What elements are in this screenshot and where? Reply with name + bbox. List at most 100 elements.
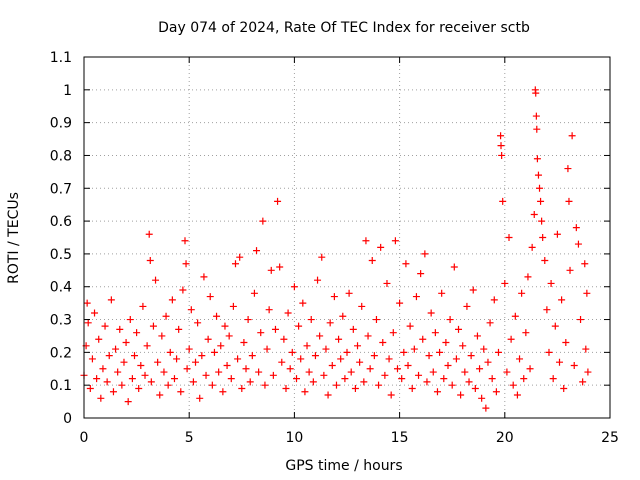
data-point <box>503 368 511 376</box>
data-point <box>492 388 500 396</box>
data-point <box>400 348 408 356</box>
data-point <box>185 345 193 353</box>
data-point <box>259 217 267 225</box>
data-point <box>263 345 271 353</box>
y-tick-label: 0.9 <box>50 116 72 132</box>
data-point <box>286 365 294 373</box>
data-point <box>421 250 429 258</box>
y-tick-label: 0.3 <box>50 313 72 329</box>
data-point <box>545 348 553 356</box>
data-point <box>518 289 526 297</box>
data-point <box>181 237 189 245</box>
data-point <box>320 371 328 379</box>
data-point <box>282 384 290 392</box>
data-point <box>497 142 505 150</box>
data-point <box>248 352 256 360</box>
data-point <box>389 329 397 337</box>
y-tick-label: 0.1 <box>50 378 72 394</box>
data-point <box>124 398 132 406</box>
y-tick-label: 0.7 <box>50 181 72 197</box>
data-point <box>225 332 233 340</box>
data-point <box>533 125 541 133</box>
data-point <box>480 345 488 353</box>
data-point <box>379 339 387 347</box>
data-point <box>484 358 492 366</box>
data-point <box>299 299 307 307</box>
data-point <box>208 381 216 389</box>
data-point <box>584 368 592 376</box>
data-point <box>316 332 324 340</box>
data-point <box>505 234 513 241</box>
data-point <box>128 375 136 383</box>
data-point <box>581 260 589 268</box>
y-tick-label: 0.5 <box>50 247 72 263</box>
data-point <box>558 296 566 304</box>
data-point <box>187 306 195 314</box>
data-point <box>297 355 305 363</box>
data-point <box>433 388 441 396</box>
data-point <box>393 365 401 373</box>
data-point <box>337 355 345 363</box>
data-point <box>532 112 540 120</box>
data-point <box>391 237 399 245</box>
data-point <box>198 352 206 360</box>
data-point <box>579 378 587 386</box>
data-point <box>370 352 378 360</box>
data-point <box>182 260 190 268</box>
data-point <box>417 270 425 278</box>
data-point <box>133 329 141 337</box>
data-point <box>532 89 540 97</box>
chart-title: Day 074 of 2024, Rate Of TEC Index for r… <box>158 20 530 36</box>
data-point <box>469 286 477 294</box>
data-point <box>322 345 330 353</box>
data-point <box>242 365 250 373</box>
data-point <box>246 378 254 386</box>
data-point <box>86 384 94 392</box>
data-point <box>141 371 149 379</box>
data-point <box>425 352 433 360</box>
y-tick-label: 1.1 <box>50 50 72 66</box>
data-point <box>482 404 490 412</box>
grid-lines <box>84 57 610 418</box>
x-tick-label: 20 <box>496 430 514 446</box>
data-point <box>83 299 91 307</box>
data-point <box>431 329 439 337</box>
data-point <box>385 355 393 363</box>
data-point <box>362 237 370 245</box>
data-point <box>341 375 349 383</box>
data-point <box>488 375 496 383</box>
y-tick-label: 0.6 <box>50 214 72 230</box>
data-point <box>450 263 458 271</box>
data-point <box>513 391 521 399</box>
data-point <box>105 352 113 360</box>
data-point <box>448 381 456 389</box>
data-point <box>196 394 204 402</box>
data-point <box>303 342 311 350</box>
y-tick-label: 0.8 <box>50 148 72 164</box>
data-point <box>372 316 380 324</box>
data-point <box>556 358 564 366</box>
data-point <box>524 273 532 281</box>
data-point <box>457 391 465 399</box>
data-point <box>204 335 212 343</box>
data-point <box>103 378 111 386</box>
data-point <box>227 375 235 383</box>
data-point <box>215 368 223 376</box>
data-point <box>547 279 555 287</box>
data-point <box>377 243 385 251</box>
data-point <box>120 358 128 366</box>
data-point <box>387 391 395 399</box>
data-point <box>229 302 237 310</box>
data-point <box>280 335 288 343</box>
data-point <box>583 289 591 297</box>
data-point <box>465 378 473 386</box>
data-point <box>526 365 534 373</box>
data-point <box>419 335 427 343</box>
data-point <box>217 342 225 350</box>
data-point <box>539 234 547 241</box>
data-point <box>255 368 263 376</box>
data-point <box>278 358 286 366</box>
data-point <box>177 388 185 396</box>
data-point <box>101 322 109 330</box>
